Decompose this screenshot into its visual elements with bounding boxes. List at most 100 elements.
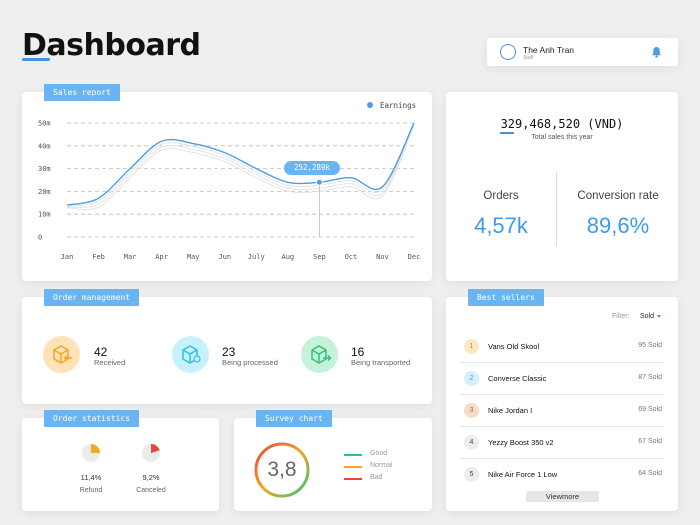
box-received-icon <box>43 336 80 373</box>
x-tick-label: Apr <box>155 253 168 261</box>
legend-dot <box>367 102 373 108</box>
rank-badge: 3 <box>464 403 479 418</box>
rank-badge: 2 <box>464 371 479 386</box>
survey-chart-tag: Survey chart <box>256 410 332 427</box>
profile-card[interactable]: The Anh Tran Staff <box>487 38 678 66</box>
sales-report-tag: Sales report <box>44 84 120 101</box>
transported-count: 16 <box>351 345 365 359</box>
product-name: Nike Air Force 1 Low <box>488 470 558 479</box>
order-statistics-tag: Order statistics <box>44 410 140 427</box>
legend-normal-label: Normal <box>370 462 393 469</box>
sold-count: 67 Sold <box>638 438 662 445</box>
canceled-pie <box>142 444 160 462</box>
received-count: 42 <box>94 345 108 359</box>
filter-label: Filter: <box>612 313 630 320</box>
series-line-earnings <box>66 122 415 206</box>
list-item[interactable]: 1 Vans Old Skool 95 Sold <box>460 331 664 363</box>
conversion-label: Conversion rate <box>577 190 659 202</box>
chart-tooltip-label: 252,289k <box>293 163 331 172</box>
sales-report-card: Sales report Earnings 50m 40m 30m 20m 10m 0 Ja… <box>22 84 432 281</box>
rank-badge: 1 <box>464 339 479 354</box>
x-tick-label: July <box>248 253 265 261</box>
profile-role: Staff <box>523 55 534 61</box>
product-name: Yezzy Boost 350 v2 <box>488 438 554 447</box>
box-transport-icon <box>301 336 338 373</box>
processing-label: Being processed <box>222 358 278 367</box>
x-tick-label: Aug <box>281 253 294 261</box>
page-title: Dashboard <box>22 28 201 63</box>
rank-badge: 5 <box>464 467 479 482</box>
x-tick-label: Jan <box>61 253 74 261</box>
list-item[interactable]: 5 Nike Air Force 1 Low 64 Sold <box>460 459 664 491</box>
x-tick-label: Oct <box>345 253 358 261</box>
canceled-label: Canceled <box>136 487 166 494</box>
canceled-value: 9,2% <box>142 473 160 482</box>
x-tick-label: Sep <box>313 253 326 261</box>
sold-count: 64 Sold <box>638 470 662 477</box>
avatar[interactable] <box>500 44 516 60</box>
series-shadow-line <box>66 123 415 207</box>
sold-count: 87 Sold <box>638 374 662 381</box>
survey-chart-card: Survey chart 3,8 Good Normal Bad <box>234 410 432 511</box>
total-sales-underline <box>500 132 514 134</box>
y-tick-label: 30m <box>38 165 51 173</box>
chevron-down-icon[interactable] <box>657 315 661 318</box>
refund-value: 11,4% <box>80 473 102 482</box>
orders-label: Orders <box>483 190 519 202</box>
survey-score: 3,8 <box>267 458 297 481</box>
product-name: Converse Classic <box>488 374 547 383</box>
total-sales-label: Total sales this year <box>531 134 593 141</box>
title-underline <box>22 58 50 61</box>
legend-normal-line <box>344 466 362 468</box>
list-item[interactable]: 3 Nike Jordan I 69 Sold <box>460 395 664 427</box>
bell-icon[interactable] <box>651 46 662 58</box>
transported-label: Being transported <box>351 358 411 367</box>
profile-name: The Anh Tran <box>523 45 575 55</box>
x-tick-label: Nov <box>376 253 389 261</box>
x-tick-label: Dec <box>408 253 421 261</box>
refund-pie <box>82 444 100 462</box>
chart-tooltip: 252,289k <box>284 161 340 175</box>
x-tick-label: Feb <box>92 253 105 261</box>
legend-bad-line <box>344 478 362 480</box>
total-sales-value: 329,468,520 (VND) <box>500 117 624 131</box>
list-item[interactable]: 2 Converse Classic 87 Sold <box>460 363 664 395</box>
y-tick-label: 10m <box>38 211 51 219</box>
stats-separator <box>556 172 557 246</box>
box-processing-icon <box>172 336 209 373</box>
list-item[interactable]: 4 Yezzy Boost 350 v2 67 Sold <box>460 427 664 459</box>
order-management-card: Order management 42 Received 23 Being pr… <box>22 289 432 404</box>
sales-chart: 50m 40m 30m 20m 10m 0 Jan Feb Mar Apr May Jun July Au… <box>38 120 421 262</box>
survey-gauge <box>254 442 310 498</box>
processing-count: 23 <box>222 345 236 359</box>
x-tick-label: Jun <box>218 253 231 261</box>
legend-earnings: Earnings <box>380 101 417 110</box>
highlight-point[interactable] <box>315 178 323 186</box>
y-tick-label: 50m <box>38 120 51 128</box>
order-statistics-card: Order statistics 11,4% Refund 9,2% Cance… <box>22 410 219 511</box>
product-name: Vans Old Skool <box>488 342 540 351</box>
sold-count: 95 Sold <box>638 342 662 349</box>
x-tick-label: Mar <box>124 253 137 261</box>
received-label: Received <box>94 358 126 367</box>
y-tick-label: 20m <box>38 188 51 196</box>
series-shadow-line <box>66 124 415 208</box>
orders-value: 4,57k <box>474 213 528 238</box>
best-sellers-tag: Best sellers <box>468 289 544 306</box>
legend-bad-label: Bad <box>370 474 383 481</box>
product-name: Nike Jordan I <box>488 406 533 415</box>
legend-good-label: Good <box>370 450 388 457</box>
series-shadow-line <box>66 125 415 211</box>
y-tick-label: 0 <box>38 234 42 242</box>
refund-label: Refund <box>79 487 103 494</box>
order-management-tag: Order management <box>44 289 140 306</box>
rank-badge: 4 <box>464 435 479 450</box>
y-tick-label: 40m <box>38 142 51 150</box>
x-tick-label: May <box>187 253 200 261</box>
legend-good-line <box>344 454 362 456</box>
viewmore-button[interactable]: Viewmore <box>526 491 599 502</box>
totals-card: 329,468,520 (VND) Total sales this year … <box>446 92 678 281</box>
filter-dropdown[interactable]: Sold <box>640 313 655 320</box>
conversion-value: 89,6% <box>586 213 650 238</box>
sold-count: 69 Sold <box>638 406 662 413</box>
